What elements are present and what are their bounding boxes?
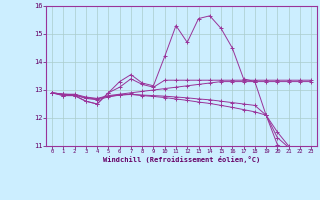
- X-axis label: Windchill (Refroidissement éolien,°C): Windchill (Refroidissement éolien,°C): [103, 156, 260, 163]
